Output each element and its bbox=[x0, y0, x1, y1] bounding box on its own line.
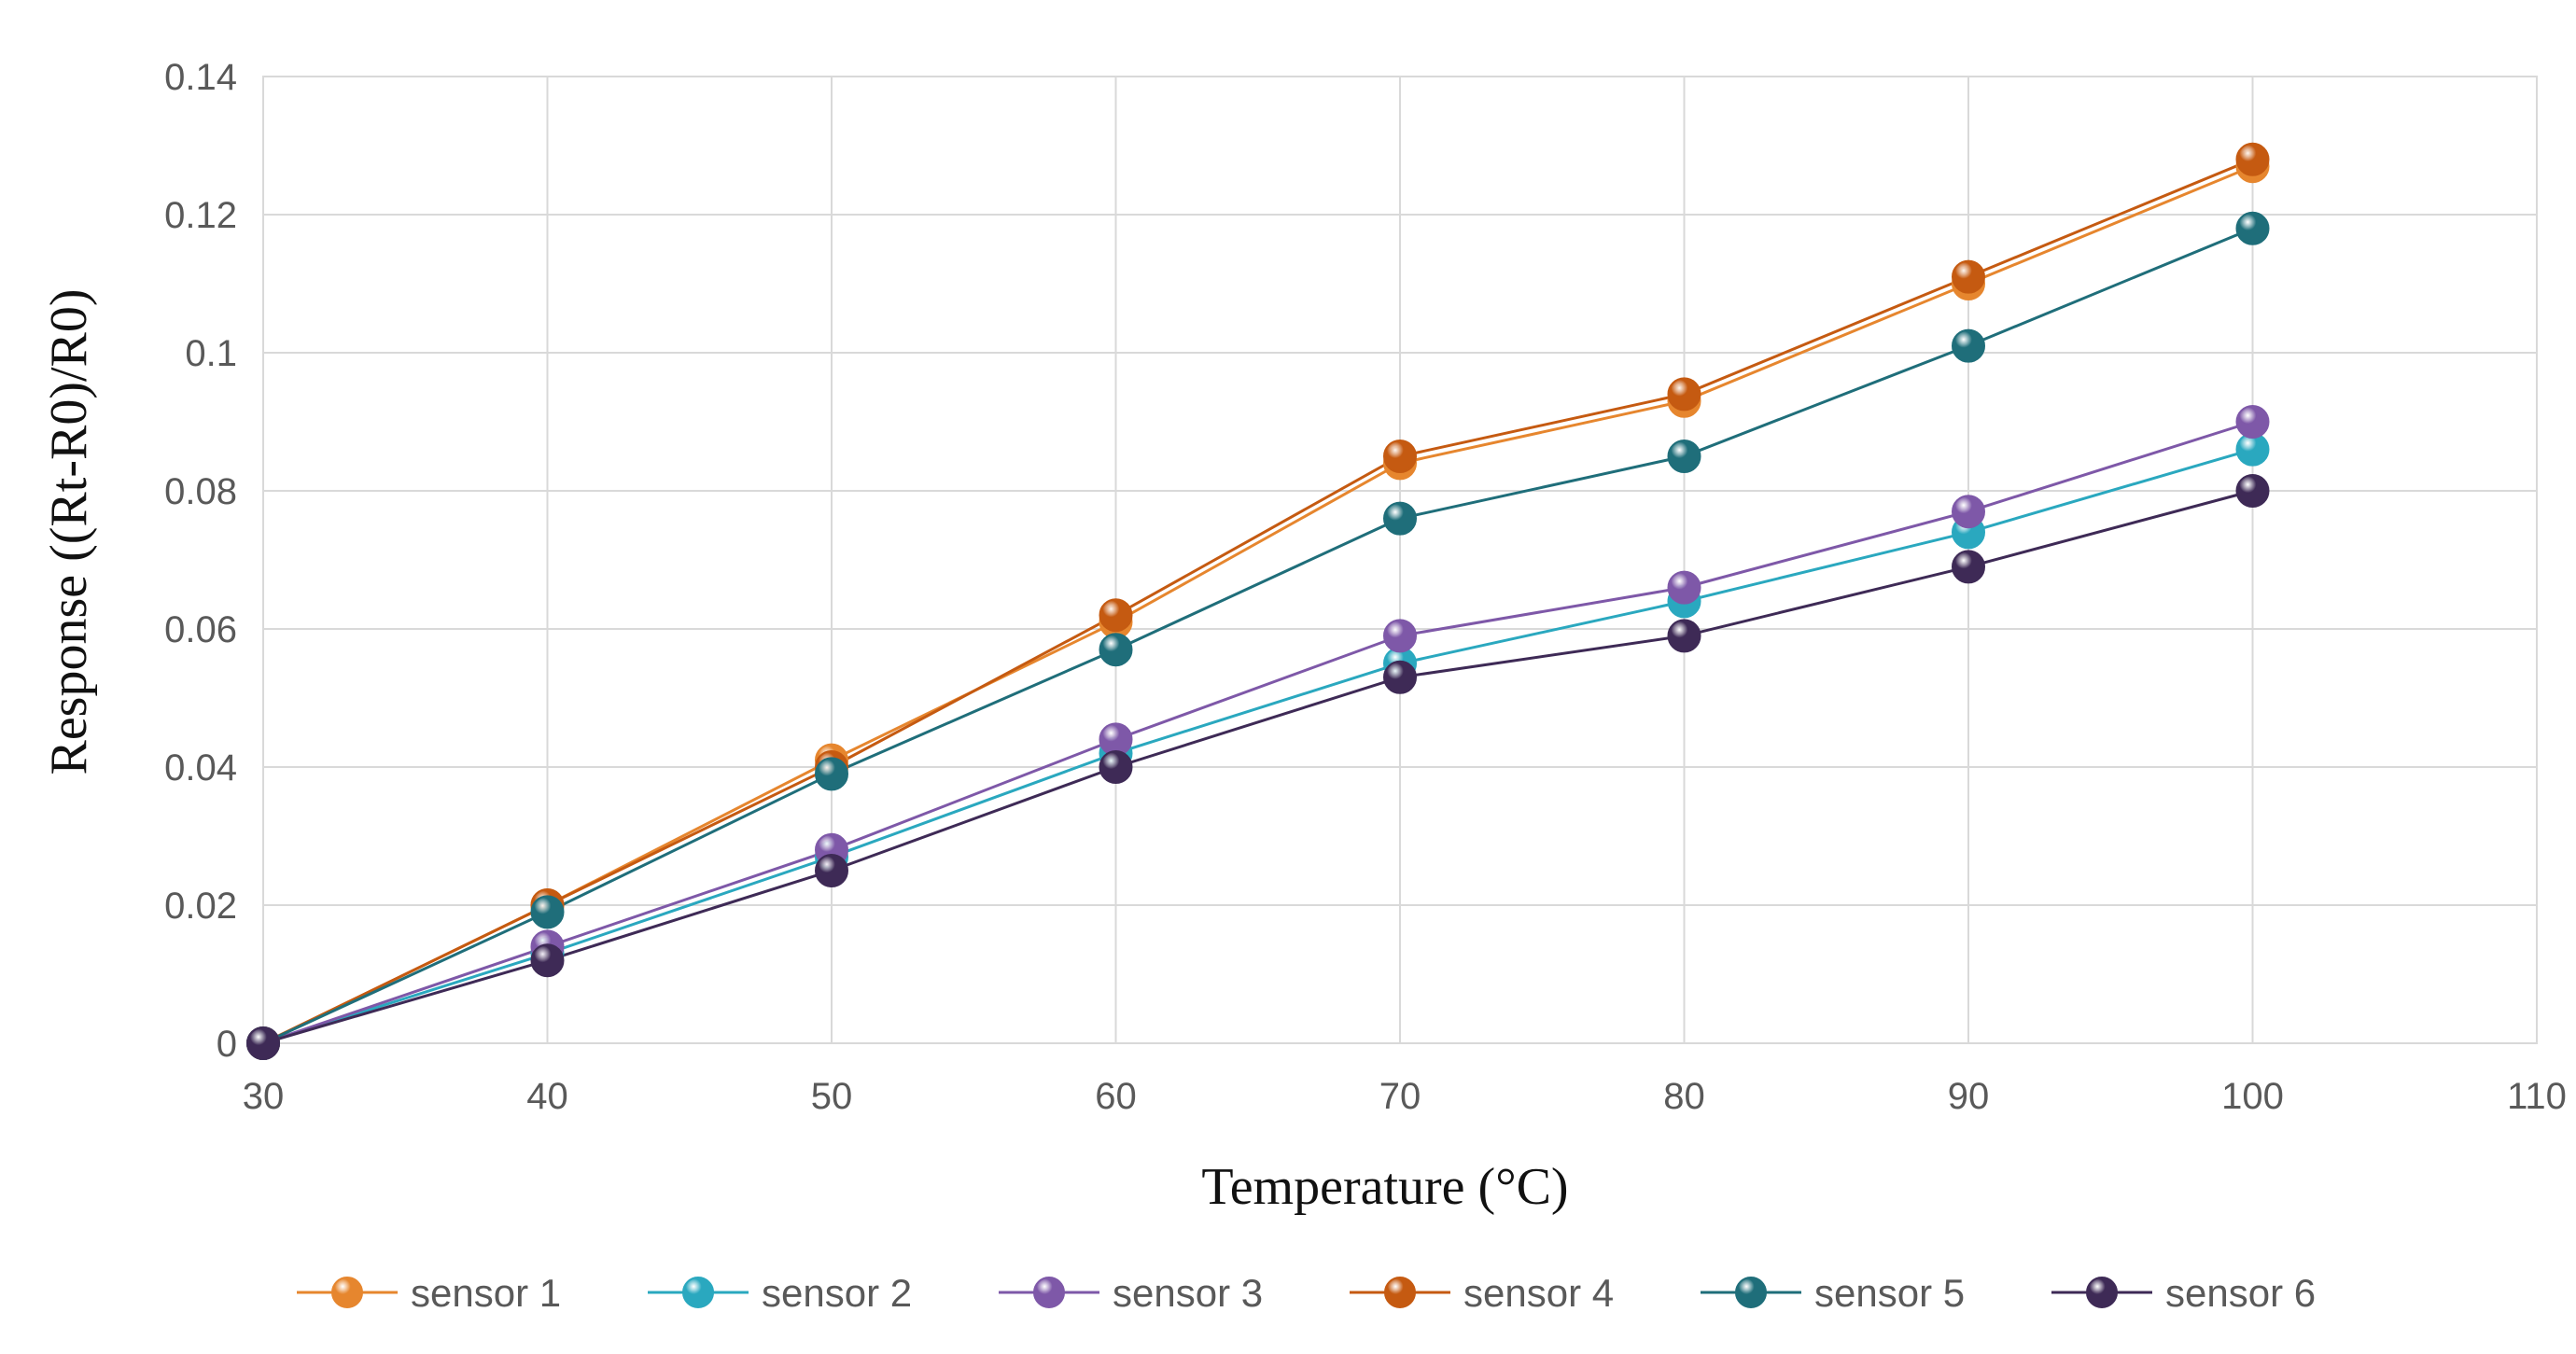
series-sensor-3 bbox=[262, 420, 2253, 1045]
data-point-sensor-4 bbox=[1952, 259, 1985, 294]
data-point-sensor-3 bbox=[1952, 495, 1985, 529]
legend-marker bbox=[682, 1277, 714, 1308]
data-point-sensor-6 bbox=[1952, 550, 1985, 584]
y-tick-label: 0.02 bbox=[164, 886, 237, 927]
legend-item-sensor-3: sensor 3 bbox=[999, 1271, 1263, 1315]
legend-item-sensor-5: sensor 5 bbox=[1701, 1271, 1965, 1315]
series-sensor-5 bbox=[262, 227, 2254, 1045]
data-point-sensor-5 bbox=[2235, 211, 2270, 245]
legend-item-sensor-6: sensor 6 bbox=[2051, 1271, 2316, 1315]
data-point-sensor-6 bbox=[1383, 660, 1417, 694]
x-tick-label: 80 bbox=[1663, 1076, 1705, 1117]
legend-marker bbox=[2086, 1277, 2118, 1308]
data-point-sensor-6 bbox=[2235, 474, 2270, 508]
y-axis-ticks: 0 0.02 0.04 0.06 0.08 0.1 0.12 0.14 bbox=[164, 57, 237, 1065]
legend-marker bbox=[1384, 1277, 1416, 1308]
x-tick-label: 110 bbox=[2507, 1076, 2567, 1117]
legend-item-sensor-1: sensor 1 bbox=[297, 1271, 561, 1315]
y-tick-label: 0.12 bbox=[164, 195, 237, 236]
data-point-sensor-4 bbox=[1383, 440, 1417, 473]
data-point-sensor-6 bbox=[815, 854, 848, 887]
plot-area bbox=[262, 76, 2538, 1044]
x-axis-ticks: 30 40 50 60 70 80 90 100 110 bbox=[243, 1076, 2567, 1117]
series-line-sensor-6 bbox=[262, 489, 2253, 1045]
legend-marker bbox=[331, 1277, 363, 1308]
data-point-sensor-5 bbox=[1099, 633, 1133, 667]
data-point-sensor-6 bbox=[1099, 750, 1133, 784]
data-point-sensor-6 bbox=[530, 943, 565, 978]
legend-label: sensor 2 bbox=[762, 1271, 912, 1315]
data-point-sensor-4 bbox=[2235, 142, 2270, 176]
series-line-sensor-3 bbox=[262, 420, 2253, 1045]
legend-label: sensor 5 bbox=[1814, 1271, 1965, 1315]
y-tick-label: 0.06 bbox=[164, 609, 237, 650]
data-point-sensor-4 bbox=[1099, 598, 1133, 633]
y-tick-label: 0.08 bbox=[164, 471, 237, 512]
y-axis-title: Response ((Rt-R0)/R0) bbox=[40, 288, 98, 775]
series-sensor-6 bbox=[262, 489, 2253, 1045]
y-tick-label: 0.04 bbox=[164, 747, 237, 789]
gridlines bbox=[262, 76, 2538, 1044]
data-point-sensor-3 bbox=[1667, 570, 1701, 605]
x-tick-label: 90 bbox=[1948, 1076, 1990, 1117]
legend-item-sensor-4: sensor 4 bbox=[1350, 1271, 1614, 1315]
data-point-sensor-5 bbox=[1952, 328, 1985, 363]
series-sensor-4 bbox=[262, 158, 2254, 1045]
x-tick-label: 40 bbox=[526, 1076, 568, 1117]
data-point-sensor-3 bbox=[1383, 619, 1417, 653]
series-layer bbox=[246, 142, 2270, 1060]
legend-marker bbox=[1033, 1277, 1065, 1308]
legend-label: sensor 1 bbox=[411, 1271, 561, 1315]
series-line-sensor-2 bbox=[262, 448, 2253, 1045]
x-tick-label: 30 bbox=[243, 1076, 285, 1117]
legend-item-sensor-2: sensor 2 bbox=[648, 1271, 912, 1315]
x-tick-label: 100 bbox=[2221, 1076, 2284, 1117]
data-point-sensor-5 bbox=[1383, 501, 1417, 536]
series-line-sensor-4 bbox=[262, 158, 2254, 1045]
data-point-sensor-5 bbox=[1667, 440, 1701, 473]
markers-sensor-6 bbox=[246, 474, 2270, 1060]
legend-label: sensor 6 bbox=[2165, 1271, 2316, 1315]
y-tick-label: 0.14 bbox=[164, 57, 237, 98]
data-point-sensor-6 bbox=[1667, 619, 1701, 653]
data-point-sensor-5 bbox=[530, 895, 565, 929]
x-tick-label: 70 bbox=[1379, 1076, 1421, 1117]
legend-label: sensor 3 bbox=[1113, 1271, 1263, 1315]
data-point-sensor-5 bbox=[815, 757, 848, 791]
series-line-sensor-5 bbox=[262, 227, 2254, 1045]
y-tick-label: 0 bbox=[217, 1024, 237, 1065]
legend-marker bbox=[1735, 1277, 1767, 1308]
x-tick-label: 50 bbox=[811, 1076, 853, 1117]
legend-label: sensor 4 bbox=[1463, 1271, 1614, 1315]
legend: sensor 1 sensor 2 sensor 3 sensor 4 sensor 5… bbox=[297, 1271, 2316, 1315]
data-point-sensor-3 bbox=[2235, 405, 2270, 439]
series-sensor-2 bbox=[262, 448, 2253, 1045]
data-point-sensor-6 bbox=[246, 1026, 280, 1060]
x-tick-label: 60 bbox=[1095, 1076, 1137, 1117]
data-point-sensor-4 bbox=[1667, 377, 1701, 412]
y-tick-label: 0.1 bbox=[185, 333, 237, 374]
x-axis-title: Temperature (°C) bbox=[1201, 1158, 1568, 1216]
